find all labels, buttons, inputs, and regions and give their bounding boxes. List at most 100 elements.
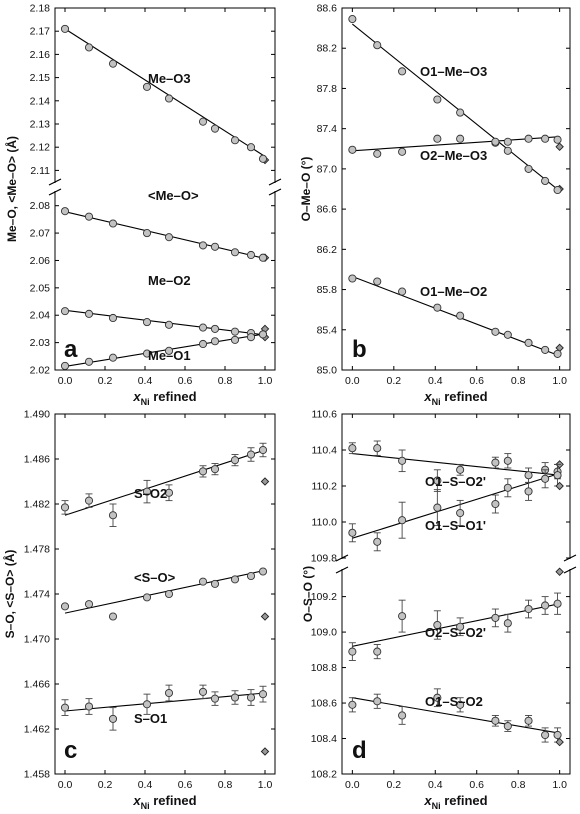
reference-marker [260,612,270,621]
data-point [503,330,512,339]
y-tick-label: 2.08 [30,200,51,212]
data-point [164,488,174,497]
y-tick-label: 2.03 [30,337,51,349]
axis-break-mark [48,178,62,186]
y-axis-label: O–Me–O (°) [299,157,313,222]
data-point [142,487,152,496]
x-tick-label: 0.6 [469,779,484,791]
x-axis-label: xNi refined [132,793,196,811]
y-tick-label: 1.486 [24,454,50,466]
data-point [230,575,240,584]
y-tick-label: 1.482 [24,499,50,511]
x-tick-label: 0.0 [345,375,360,387]
data-point [198,241,208,250]
y-tick-label: 2.05 [30,282,51,294]
data-point [524,134,533,143]
data-point [84,357,94,366]
data-point [373,537,382,546]
data-point [164,233,174,242]
data-point [491,458,500,467]
panel-label: a [64,336,78,363]
data-point [108,714,118,723]
data-point [246,250,256,260]
data-point [84,600,94,609]
data-point [456,700,465,709]
data-point [108,511,118,520]
reference-marker [260,747,270,756]
data-point [491,716,500,725]
series-2: S–O1 [60,684,270,756]
data-point [246,143,256,152]
data-point [456,134,465,143]
x-tick-label: 0.8 [511,375,526,387]
data-point [164,320,174,329]
data-point [258,445,268,455]
x-tick-label: 0.0 [58,375,73,387]
data-point [456,108,465,117]
series-label: O1–Me–O2 [420,284,487,299]
x-axis-label-sub: Ni [432,397,441,407]
data-point [246,571,256,581]
data-point [398,711,407,720]
data-point [164,589,174,599]
data-point [433,620,442,630]
axis-break-gap [564,559,576,569]
data-point [433,503,442,512]
data-point [541,134,550,143]
x-tick-label: 0.0 [58,779,73,791]
x-tick-label: 0.0 [345,779,360,791]
x-tick-label: 0.8 [218,375,233,387]
data-point [348,528,357,537]
data-point [503,483,512,492]
data-point [373,647,382,656]
data-point [108,353,118,362]
y-tick-label: 109.2 [311,591,337,603]
y-tick-label: 108.2 [311,769,337,781]
panel-label: b [352,336,367,363]
data-point [553,730,562,740]
data-point [198,467,208,476]
y-tick-label: 86.6 [317,204,338,216]
data-point [258,154,268,163]
data-point [553,599,562,608]
y-tick-label: 85.4 [317,324,338,336]
data-point [142,349,152,358]
fit-line [352,697,560,734]
data-point [198,577,208,586]
y-tick-label: 2.04 [30,310,51,322]
data-point [60,307,70,316]
series-0: Me–O3 [60,24,270,165]
series-label: Me–O3 [148,71,191,86]
data-point [373,41,382,50]
data-point [164,688,174,698]
series-2: Me–O2 [60,273,270,339]
y-tick-label: 2.15 [30,72,51,84]
y-tick-label: 1.470 [24,634,50,646]
data-point [373,277,382,286]
series-label: <S–O> [134,570,176,585]
series-label: O2–S–O2' [425,625,486,640]
y-tick-label: 1.466 [24,679,50,691]
x-tick-label: 0.4 [428,375,443,387]
axis-break-gap [49,183,61,191]
fit-line [352,472,560,539]
data-point [142,82,152,91]
reference-marker [555,737,564,747]
panel-label: c [64,737,77,764]
data-point [433,476,442,485]
data-point [553,349,562,358]
data-point [84,309,94,318]
series-1: <S–O> [60,567,270,621]
panel-c: 1.458 1.462 1.466 1.470 1.474 1.478 1.482 1.486… [2,409,276,811]
x-axis-label: xNi refined [423,389,487,407]
data-point [60,361,70,370]
data-point [541,730,550,740]
reference-marker [555,481,564,491]
y-tick-label: 2.14 [30,95,51,107]
data-point [198,117,208,126]
data-point [503,722,512,731]
x-axis-label: xNi refined [423,793,487,811]
data-point [246,450,256,459]
y-tick-label: 110.0 [312,517,338,529]
data-point [246,333,256,342]
